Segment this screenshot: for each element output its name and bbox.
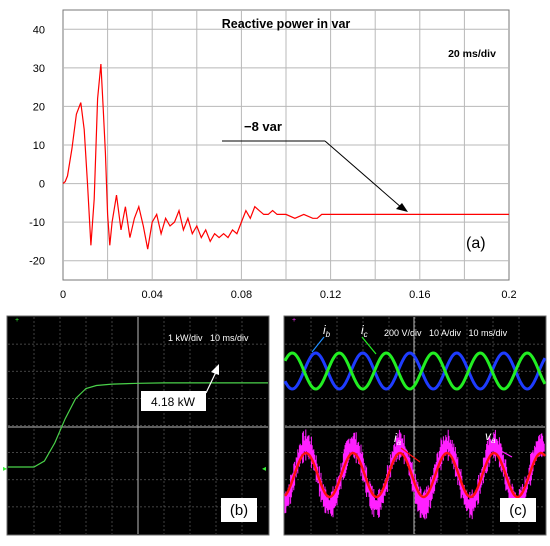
panel-c-trace-ib xyxy=(283,351,547,391)
panel-a-x-tick-label: 0.2 xyxy=(501,289,516,301)
panel-a-y-tick-labels: 40 30 20 10 0 -10 -20 xyxy=(29,24,45,267)
panel-a-y-tick-label: -10 xyxy=(29,217,45,229)
panel-b-marker-left: ▸ xyxy=(3,464,7,473)
panel-a-title: Reactive power in var xyxy=(222,17,351,31)
panel-b-marker-right: ◂ xyxy=(262,464,266,473)
panel-b-power-trace xyxy=(8,382,268,468)
panel-b-label: (b) xyxy=(230,502,248,519)
panel-a-scale-note: 20 ms/div xyxy=(448,48,496,60)
panel-a-annotation-arrow xyxy=(324,140,403,209)
panel-a-label: (a) xyxy=(466,235,486,252)
panel-c: 200 V/div 10 A/div 10 ms/div ib ic ia va… xyxy=(283,315,547,536)
panel-a-annotation: −8 var xyxy=(222,119,408,212)
panel-a-grid xyxy=(63,10,509,280)
panel-a-arrowhead xyxy=(396,203,408,212)
panel-a-x-tick-label: 0 xyxy=(60,289,66,301)
panel-a-x-tick-labels: 0 0.04 0.08 0.12 0.16 0.2 xyxy=(60,289,517,301)
panel-b-annotation-label: 4.18 kW xyxy=(151,395,196,409)
panel-b-label-box xyxy=(221,498,257,522)
panel-c-arrow-va xyxy=(491,445,513,458)
panel-a-x-tick-label: 0.16 xyxy=(409,289,430,301)
panel-a-y-tick-label: -20 xyxy=(29,256,45,268)
panel-c-label-box xyxy=(500,498,536,522)
panel-a-y-tick-label: 40 xyxy=(33,24,45,36)
panel-b-annotation-arrow xyxy=(205,371,217,394)
panel-c-trace-ia xyxy=(284,451,546,499)
panel-a-y-tick-label: 30 xyxy=(33,63,45,75)
panel-b-scale-note: 1 kW/div 10 ms/div xyxy=(168,333,249,343)
panel-b-marker-top: + xyxy=(15,317,19,324)
panel-b-annotation-box xyxy=(141,391,206,411)
panel-b: 1 kW/div 10 ms/div 4.18 kW (b) ▸ ◂ + xyxy=(3,315,270,536)
panel-a-y-tick-label: 20 xyxy=(33,101,45,113)
panel-a-x-tick-label: 0.12 xyxy=(320,289,341,301)
panel-c-marker-top: + xyxy=(292,317,296,324)
panel-c-scale-note: 200 V/div 10 A/div 10 ms/div xyxy=(384,328,508,338)
panel-c-arrow-ic xyxy=(361,336,377,355)
panel-b-arrowhead xyxy=(211,364,219,375)
panel-a: 40 30 20 10 0 -10 -20 0 0.04 0.08 0.12 0.16 0.2 Rea… xyxy=(29,9,517,301)
panel-a-y-tick-label: 0 xyxy=(39,179,45,191)
panel-c-arrow-ia xyxy=(400,447,421,463)
panel-c-label: (c) xyxy=(509,502,527,519)
panel-c-label-ib: ib xyxy=(323,323,331,339)
panel-c-label-ic: ic xyxy=(361,323,368,339)
panel-a-x-tick-label: 0.04 xyxy=(141,289,162,301)
panel-c-label-va: va xyxy=(485,429,496,445)
panel-c-label-ia: ia xyxy=(394,431,402,447)
panel-a-y-tick-label: 10 xyxy=(33,140,45,152)
panel-a-series-line xyxy=(62,63,509,250)
panel-a-annotation-label: −8 var xyxy=(244,119,282,134)
panel-b-annotation: 4.18 kW xyxy=(141,364,219,411)
panel-c-trace-ic xyxy=(283,351,547,391)
panel-c-arrow-ib xyxy=(311,336,325,353)
panel-a-x-tick-label: 0.08 xyxy=(231,289,252,301)
